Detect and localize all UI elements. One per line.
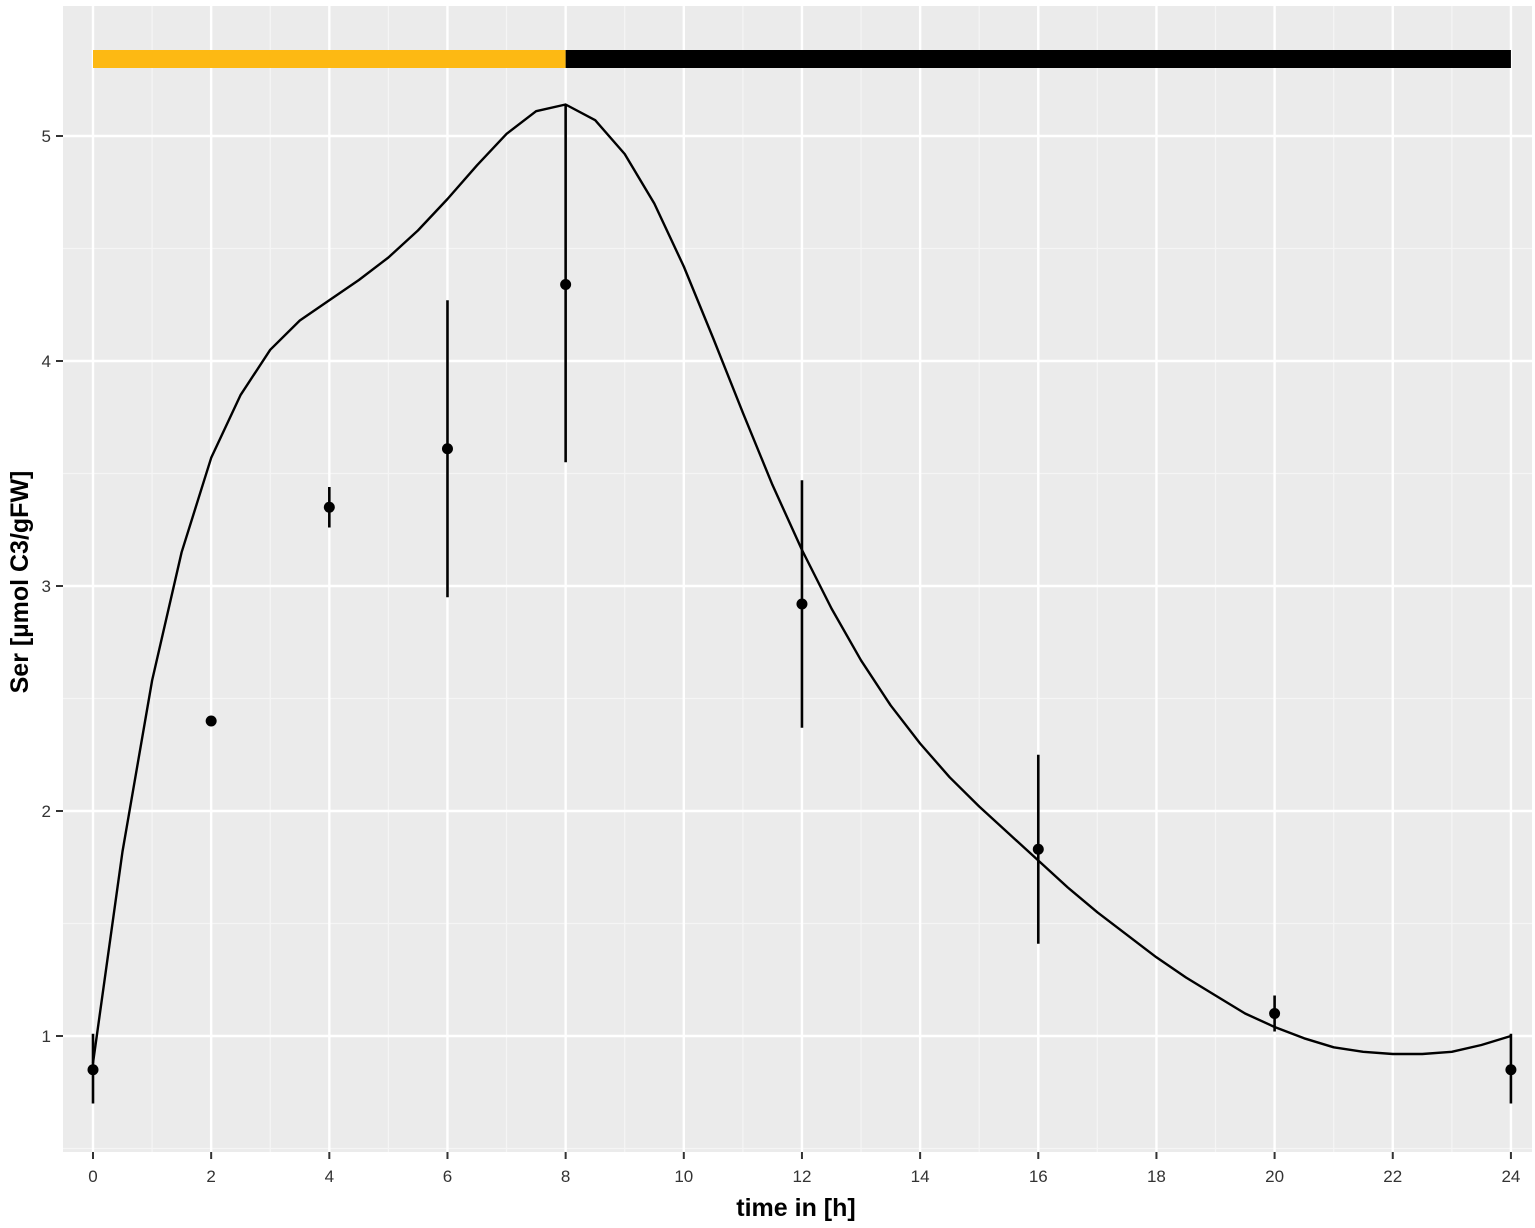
y-tick-label: 3 (42, 577, 51, 596)
x-tick-label: 24 (1501, 1167, 1520, 1186)
x-axis-title: time in [h] (736, 1194, 855, 1222)
data-point (796, 598, 808, 610)
dark-period-bar (565, 50, 1511, 68)
x-tick-label: 2 (206, 1167, 215, 1186)
data-point (1032, 843, 1044, 855)
model-line-layer (91, 103, 1512, 1064)
y-tick-label: 4 (42, 352, 51, 371)
x-tick-label: 18 (1147, 1167, 1166, 1186)
x-tick-label: 14 (911, 1167, 930, 1186)
data-point (1505, 1064, 1517, 1076)
panel-background (63, 6, 1532, 1152)
x-tick-label: 6 (443, 1167, 452, 1186)
model-line (91, 103, 1512, 1064)
x-tick-label: 4 (325, 1167, 334, 1186)
y-axis-title: Ser [µmol C3/gFW] (6, 471, 34, 694)
x-tick-label: 8 (561, 1167, 570, 1186)
x-tick-label: 22 (1383, 1167, 1402, 1186)
grid-layer (63, 6, 1532, 1152)
data-point (323, 501, 335, 513)
data-points-layer (87, 279, 1517, 1076)
light-period-bar (93, 50, 566, 68)
y-tick-label: 2 (42, 802, 51, 821)
x-tick-label: 16 (1029, 1167, 1048, 1186)
x-tick-label: 20 (1265, 1167, 1284, 1186)
x-tick-label: 10 (674, 1167, 693, 1186)
data-point (87, 1064, 99, 1076)
data-point (441, 443, 453, 455)
y-tick-label: 1 (42, 1027, 51, 1046)
x-tick-label: 0 (88, 1167, 97, 1186)
data-point (560, 279, 572, 290)
light-dark-bar (93, 50, 1511, 68)
x-tick-label: 12 (792, 1167, 811, 1186)
y-tick-label: 5 (42, 127, 51, 146)
data-point (1269, 1008, 1281, 1019)
data-point (205, 715, 217, 727)
